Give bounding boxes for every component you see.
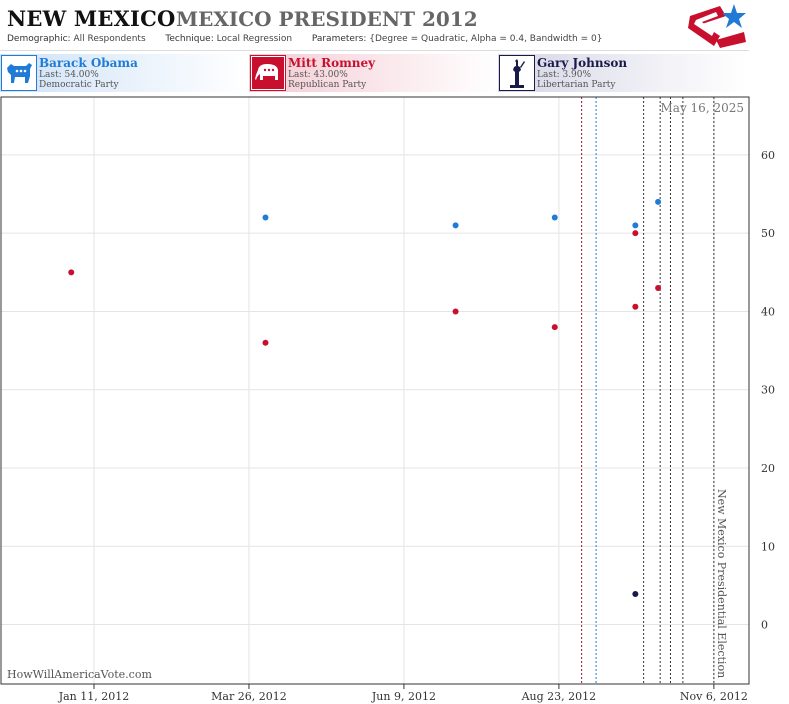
data-point [632, 303, 639, 310]
statue-of-liberty-icon [499, 55, 535, 91]
candidate-legend: Barack Obama Last: 54.00% Democratic Par… [0, 54, 749, 92]
technique-value: Local Regression [216, 34, 293, 44]
candidate-last-value: Last: 43.00% [288, 70, 348, 80]
candidate-obama[interactable]: Barack Obama Last: 54.00% Democratic Par… [0, 54, 248, 92]
y-tick-label: 40 [761, 305, 775, 318]
data-point [262, 214, 269, 221]
demographic-value: All Respondents [73, 34, 146, 44]
data-point [262, 339, 269, 346]
x-axis-ticks: Jan 11, 2012 Mar 26, 2012 Jun 9, 2012 Aug 2… [58, 684, 748, 703]
chart-header: NEW MEXICO MEXICO PRESIDENT 2012 Demogra… [0, 0, 749, 51]
candidate-party: Libertarian Party [537, 80, 616, 90]
data-point [632, 230, 639, 237]
donkey-icon [1, 55, 37, 91]
technique-label: Technique: [165, 34, 214, 44]
data-points [68, 198, 662, 597]
data-point [632, 590, 639, 597]
candidate-name: Gary Johnson [537, 56, 628, 70]
y-tick-label: 10 [761, 540, 775, 553]
parameters-value: {Degree = Quadratic, Alpha = 0.4, Bandwi… [369, 34, 603, 44]
candidate-name: Barack Obama [39, 56, 138, 70]
parameters-label: Parameters: [311, 34, 367, 44]
candidate-romney[interactable]: Mitt Romney Last: 43.00% Republican Part… [249, 54, 497, 92]
site-logo-icon [688, 4, 746, 48]
data-point [551, 324, 558, 331]
event-lines [581, 97, 715, 684]
candidate-last-value: Last: 3.90% [537, 70, 592, 80]
data-point [68, 269, 75, 276]
candidate-last-value: Last: 54.00% [39, 70, 99, 80]
election-date-label: New Mexico Presidential Election [715, 489, 728, 678]
y-tick-label: 30 [761, 384, 775, 397]
candidate-party: Democratic Party [39, 80, 119, 90]
y-tick-label: 60 [761, 149, 775, 162]
elephant-icon [250, 55, 286, 91]
x-tick-label: Jan 11, 2012 [58, 690, 130, 703]
state-title: NEW MEXICO [7, 6, 176, 31]
demographic-label: Demographic: [7, 34, 71, 44]
watermark: HowWillAmericaVote.com [7, 668, 152, 681]
y-tick-label: 0 [761, 619, 768, 632]
x-tick-label: Aug 23, 2012 [521, 690, 597, 703]
grid [1, 97, 749, 684]
plot-frame [0, 96, 750, 685]
current-date-label: May 16, 2025 [661, 101, 744, 115]
data-point [632, 222, 639, 229]
data-point [452, 222, 459, 229]
y-tick-label: 20 [761, 462, 775, 475]
x-tick-label: Jun 9, 2012 [371, 690, 436, 703]
y-tick-label: 50 [761, 227, 775, 240]
data-point [655, 198, 662, 205]
race-title: MEXICO PRESIDENT 2012 [176, 7, 478, 31]
x-tick-label: Mar 26, 2012 [211, 690, 287, 703]
y-axis-ticks: 0 10 20 30 40 50 60 [761, 149, 775, 632]
x-tick-label: Nov 6, 2012 [680, 690, 748, 703]
candidate-johnson[interactable]: Gary Johnson Last: 3.90% Libertarian Par… [498, 54, 746, 92]
candidate-name: Mitt Romney [288, 56, 376, 70]
polling-scatter-chart: 0 10 20 30 40 50 60 Jan 11, 2012 Mar 26, 2012 Ju… [0, 96, 775, 703]
data-point [551, 214, 558, 221]
parameters-line: Demographic: All Respondents Technique: … [7, 34, 602, 44]
data-point [655, 284, 662, 291]
data-point [452, 308, 459, 315]
candidate-party: Republican Party [288, 80, 367, 90]
